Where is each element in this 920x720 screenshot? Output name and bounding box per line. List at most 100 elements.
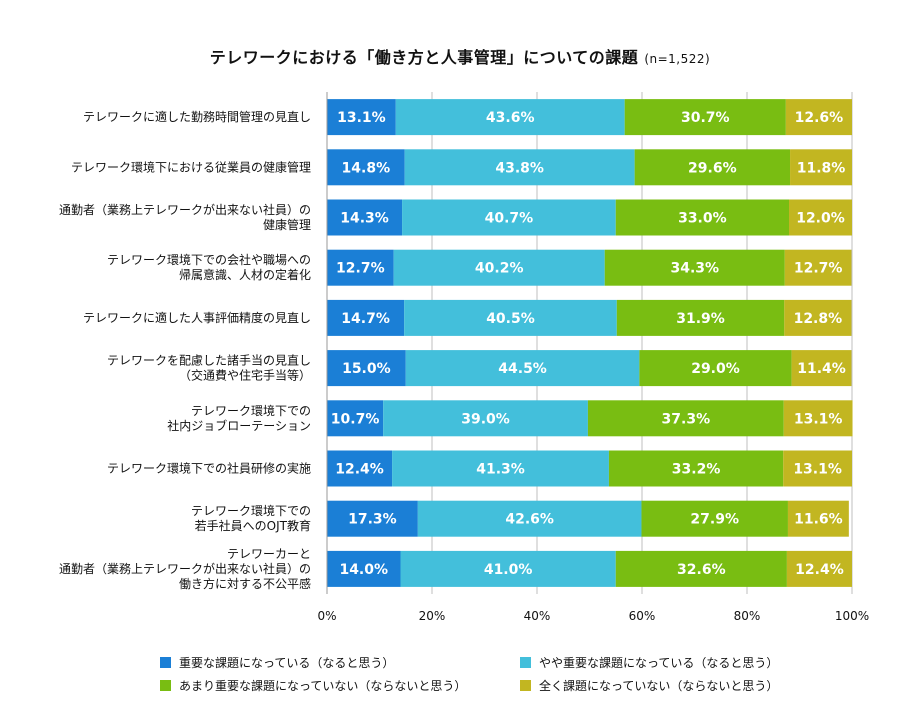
bar-value-label: 14.8% bbox=[342, 160, 391, 176]
category-label-line: テレワーク環境下での社員研修の実施 bbox=[107, 461, 311, 476]
category-label-line: テレワークを配慮した諸手当の見直し bbox=[107, 353, 311, 368]
bar-value-label: 14.3% bbox=[340, 211, 389, 227]
bar-segment bbox=[327, 550, 401, 587]
bar-segment bbox=[395, 99, 625, 136]
bar-segment bbox=[784, 249, 852, 286]
bar-value-label: 12.4% bbox=[335, 462, 384, 478]
bar-segment bbox=[404, 149, 635, 186]
bar-segment bbox=[327, 350, 406, 387]
bar-value-label: 41.3% bbox=[476, 462, 525, 478]
bar-segment bbox=[784, 299, 852, 336]
bar-value-label: 13.1% bbox=[337, 110, 386, 126]
bar-segment bbox=[783, 400, 853, 437]
bar-segment bbox=[608, 450, 784, 487]
category-label: テレワーク環境下における従業員の健康管理 bbox=[71, 159, 311, 174]
category-label: テレワーク環境下での若手社員へのOJT教育 bbox=[191, 503, 311, 533]
legend-label: あまり重要な課題になっていない（ならないと思う） bbox=[179, 679, 467, 693]
legend-swatch bbox=[520, 680, 531, 691]
category-label-line: 帰属意識、人材の定着化 bbox=[179, 267, 311, 282]
bar-value-label: 14.0% bbox=[339, 562, 388, 578]
bar-value-label: 11.4% bbox=[797, 361, 846, 377]
bar-value-label: 14.7% bbox=[341, 311, 390, 327]
bar-segment bbox=[400, 550, 616, 587]
category-label-line: 健康管理 bbox=[263, 217, 311, 232]
bar-segment bbox=[587, 400, 784, 437]
bar-segment bbox=[417, 500, 642, 537]
category-label: テレワークに適した人事評価精度の見直し bbox=[83, 310, 311, 325]
bar-segment bbox=[615, 550, 787, 587]
bar-value-label: 40.7% bbox=[485, 211, 534, 227]
chart-title-text: テレワークにおける「働き方と人事管理」についての課題 bbox=[209, 48, 639, 67]
bar-value-label: 29.6% bbox=[688, 160, 737, 176]
category-label: テレワークを配慮した諸手当の見直し（交通費や住宅手当等） bbox=[107, 353, 311, 383]
category-label-line: テレワーク環境下における従業員の健康管理 bbox=[71, 159, 311, 174]
bar-segment bbox=[405, 350, 640, 387]
bar-segment bbox=[327, 149, 405, 186]
legend-item: 全く課題になっていない（ならないと思う） bbox=[520, 677, 860, 694]
legend-item: やや重要な課題になっている（なると思う） bbox=[520, 654, 860, 671]
legend-swatch bbox=[160, 657, 171, 668]
bar-value-label: 12.8% bbox=[794, 311, 843, 327]
stacked-bar-chart: 0% 20% 40% 60% 80% 100% 13.1% 43.6% 30.7% 12.6% テレ… bbox=[59, 92, 869, 623]
bar-segment bbox=[402, 199, 616, 236]
bar-segment bbox=[789, 199, 852, 236]
bar-value-label: 12.7% bbox=[336, 261, 385, 277]
bar-value-label: 43.8% bbox=[495, 160, 544, 176]
bar-segment bbox=[641, 500, 788, 537]
legend: 重要な課題になっている（なると思う） やや重要な課題になっている（なると思う） あま… bbox=[160, 654, 860, 694]
bar-segment bbox=[404, 299, 617, 336]
category-label: テレワーク環境下での会社や職場への帰属意識、人材の定着化 bbox=[107, 252, 311, 282]
bar-segment bbox=[327, 199, 403, 236]
bar-segment bbox=[327, 99, 396, 136]
bar-segment bbox=[787, 500, 849, 537]
bar-segment bbox=[327, 450, 393, 487]
bar-value-label: 40.2% bbox=[475, 261, 524, 277]
bar-value-label: 42.6% bbox=[505, 512, 554, 528]
bar-segment bbox=[327, 299, 405, 336]
bar-value-label: 12.7% bbox=[794, 261, 843, 277]
x-tick-label: 40% bbox=[524, 609, 551, 623]
bar-value-label: 44.5% bbox=[498, 361, 547, 377]
category-label-line: テレワーカーと bbox=[227, 547, 311, 561]
bar-value-label: 43.6% bbox=[486, 110, 535, 126]
bar-value-label: 30.7% bbox=[681, 110, 730, 126]
bar-value-label: 33.2% bbox=[672, 462, 721, 478]
bar-segment bbox=[783, 450, 852, 487]
legend-label: 重要な課題になっている（なると思う） bbox=[179, 656, 395, 670]
bar-value-label: 12.6% bbox=[795, 110, 844, 126]
category-label-line: 通勤者（業務上テレワークが出来ない社員）の bbox=[59, 561, 311, 576]
category-label-line: 通勤者（業務上テレワークが出来ない社員）の bbox=[59, 202, 311, 217]
x-tick-label: 0% bbox=[317, 609, 336, 623]
category-label-line: テレワーク環境下での会社や職場への bbox=[107, 252, 311, 267]
category-label-line: テレワーク環境下での bbox=[191, 503, 311, 518]
category-label-line: テレワークに適した人事評価精度の見直し bbox=[83, 310, 311, 325]
bar-value-label: 33.0% bbox=[678, 211, 727, 227]
bar-segment bbox=[615, 199, 789, 236]
x-tick-label: 80% bbox=[734, 609, 761, 623]
legend-swatch bbox=[520, 657, 531, 668]
category-label-line: テレワークに適した勤務時間管理の見直し bbox=[83, 109, 311, 124]
x-tick-label: 20% bbox=[419, 609, 446, 623]
category-label-line: （交通費や住宅手当等） bbox=[179, 368, 311, 383]
bar-segment bbox=[327, 249, 394, 286]
bar-value-label: 12.0% bbox=[796, 211, 845, 227]
legend-swatch bbox=[160, 680, 171, 691]
bar-value-label: 39.0% bbox=[461, 411, 510, 427]
bar-segment bbox=[791, 350, 852, 387]
x-tick-label: 60% bbox=[629, 609, 656, 623]
bar-segment bbox=[604, 249, 785, 286]
category-label: テレワーカーと通勤者（業務上テレワークが出来ない社員）の働き方に対する不公平感 bbox=[59, 547, 311, 591]
bar-value-label: 12.4% bbox=[795, 562, 844, 578]
bar-value-label: 15.0% bbox=[342, 361, 391, 377]
category-label: テレワーク環境下での社員研修の実施 bbox=[107, 461, 311, 476]
category-label-line: 若手社員へのOJT教育 bbox=[195, 518, 311, 533]
category-label: テレワークに適した勤務時間管理の見直し bbox=[83, 109, 311, 124]
bar-value-label: 17.3% bbox=[348, 512, 397, 528]
legend-item: 重要な課題になっている（なると思う） bbox=[160, 654, 500, 671]
bar-segment bbox=[616, 299, 785, 336]
bar-segment bbox=[393, 249, 605, 286]
bar-value-label: 32.6% bbox=[677, 562, 726, 578]
bar-segment bbox=[634, 149, 791, 186]
bar-segment bbox=[327, 500, 418, 537]
